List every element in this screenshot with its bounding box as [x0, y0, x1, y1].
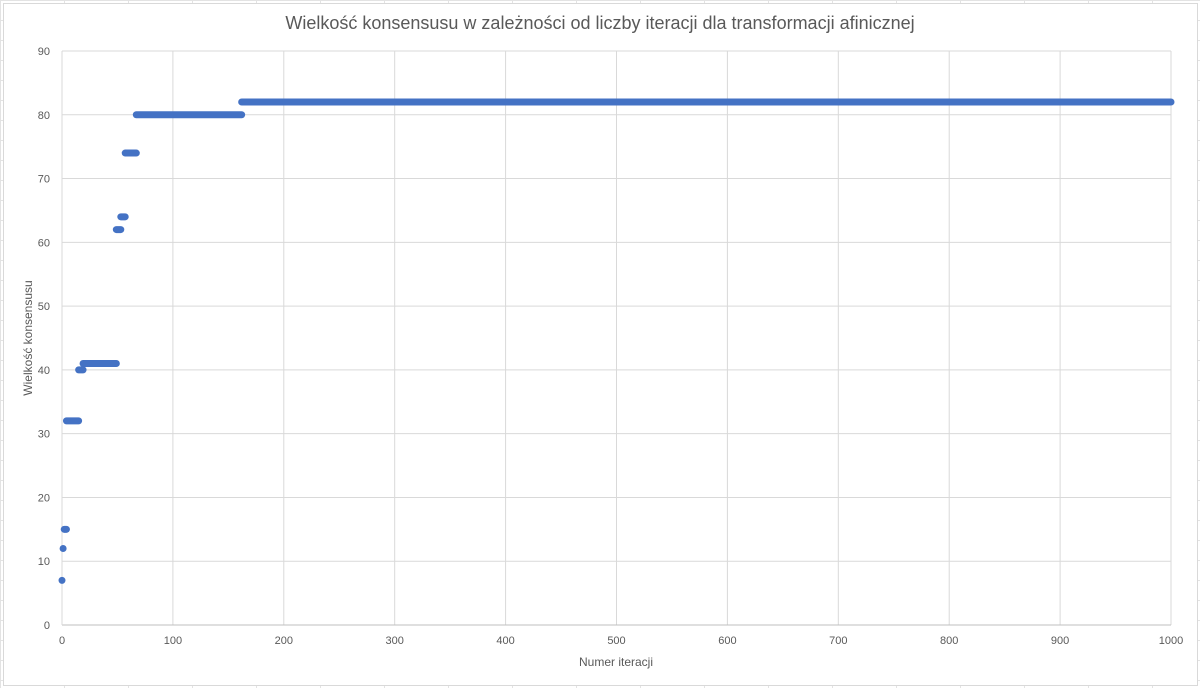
y-tick-label: 80 — [38, 110, 50, 122]
y-tick-label: 50 — [38, 301, 50, 313]
y-tick-label: 70 — [38, 174, 50, 186]
x-tick-label: 700 — [829, 635, 847, 647]
data-point — [59, 544, 67, 552]
y-tick-label: 10 — [38, 556, 50, 568]
data-point — [58, 576, 66, 584]
y-tick-label: 20 — [38, 492, 50, 504]
x-tick-label: 200 — [275, 635, 293, 647]
y-tick-label: 30 — [38, 429, 50, 441]
x-tick-label: 400 — [496, 635, 514, 647]
y-tick-label: 40 — [38, 365, 50, 377]
x-tick-label: 0 — [59, 635, 65, 647]
y-tick-label: 90 — [38, 46, 50, 58]
x-tick-label: 100 — [164, 635, 182, 647]
x-tick-label: 500 — [607, 635, 625, 647]
x-tick-label: 800 — [940, 635, 958, 647]
chart-title: Wielkość konsensusu w zależności od licz… — [285, 13, 915, 33]
x-tick-label: 600 — [718, 635, 736, 647]
x-tick-label: 900 — [1051, 635, 1069, 647]
data-points — [58, 98, 1175, 584]
x-axis-label: Numer iteracji — [579, 655, 653, 669]
y-axis-label: Wielkość konsensusu — [21, 280, 35, 395]
gridlines — [62, 50, 1172, 625]
y-tick-label: 0 — [44, 620, 50, 632]
x-tick-label: 1000 — [1159, 635, 1183, 647]
y-tick-label: 60 — [38, 237, 50, 249]
x-tick-label: 300 — [386, 635, 404, 647]
